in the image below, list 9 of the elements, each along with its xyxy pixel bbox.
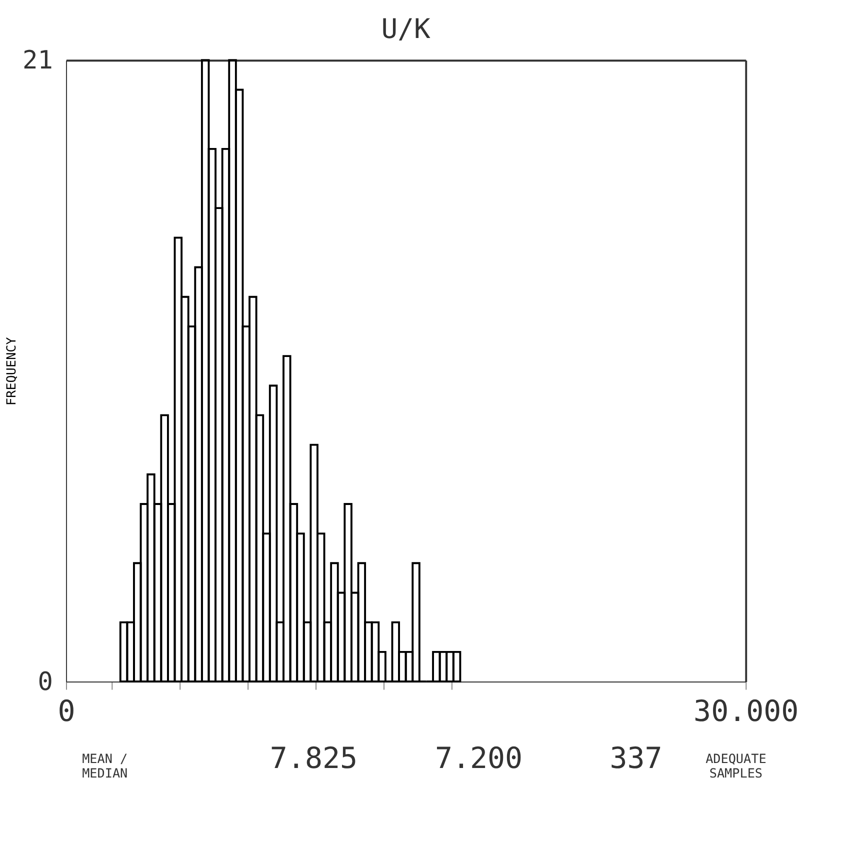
text: MEAN / MEDIAN xyxy=(82,751,128,781)
text: 337 xyxy=(610,740,662,775)
y-tick-label: 21 xyxy=(22,45,53,74)
y-axis-title: FREQUENCY xyxy=(4,336,19,406)
text: 7.200 xyxy=(434,740,523,775)
chart-title: U/K xyxy=(381,14,432,45)
text: ADEQUATE SAMPLES xyxy=(706,751,766,781)
text: 7.825 xyxy=(270,740,358,775)
x-tick-label: 30.000 xyxy=(694,694,799,728)
